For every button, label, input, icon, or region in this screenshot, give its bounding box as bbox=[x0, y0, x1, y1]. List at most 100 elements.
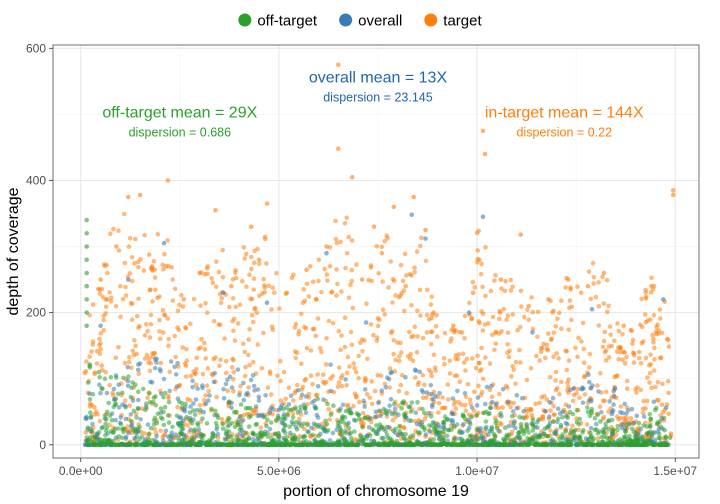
data-point-off-target bbox=[664, 442, 669, 448]
data-point-overall bbox=[638, 426, 643, 432]
data-point-target bbox=[283, 396, 289, 402]
data-point-target bbox=[338, 347, 343, 353]
data-point-off-target bbox=[532, 442, 538, 448]
data-point-off-target bbox=[463, 416, 468, 422]
data-point-off-target bbox=[384, 424, 390, 430]
data-point-target bbox=[129, 365, 134, 371]
data-point-target bbox=[660, 409, 666, 415]
data-point-off-target bbox=[324, 421, 330, 427]
data-point-off-target bbox=[538, 442, 543, 448]
data-point-overall bbox=[412, 367, 418, 373]
data-point-target bbox=[543, 355, 548, 361]
data-point-off-target bbox=[315, 396, 321, 402]
data-point-target bbox=[524, 377, 530, 383]
data-point-overall bbox=[173, 432, 178, 438]
data-point-off-target bbox=[577, 416, 583, 422]
data-point-target bbox=[505, 330, 511, 336]
data-point-overall bbox=[619, 425, 625, 431]
data-point-target bbox=[553, 378, 558, 383]
data-point-off-target bbox=[629, 426, 635, 432]
data-point-target bbox=[603, 358, 609, 363]
panel-border bbox=[52, 44, 700, 459]
data-point-off-target bbox=[606, 418, 612, 424]
data-point-off-target bbox=[577, 434, 583, 439]
data-point-target bbox=[539, 394, 544, 400]
data-point-target bbox=[582, 392, 588, 397]
data-point-target bbox=[378, 373, 384, 378]
data-point-target bbox=[129, 254, 135, 260]
data-point-target bbox=[216, 269, 222, 275]
data-point-target bbox=[393, 357, 398, 363]
data-point-target bbox=[183, 374, 189, 379]
data-point-target bbox=[587, 365, 592, 370]
data-point-target bbox=[473, 365, 479, 371]
data-point-off-target bbox=[302, 433, 308, 439]
data-point-target bbox=[313, 333, 319, 339]
data-point-off-target bbox=[255, 435, 261, 441]
data-point-target bbox=[555, 316, 560, 322]
data-point-target bbox=[374, 338, 380, 344]
data-point-target bbox=[492, 347, 497, 353]
data-point-off-target bbox=[150, 437, 155, 443]
data-point-target bbox=[606, 409, 611, 415]
data-point-target bbox=[152, 426, 158, 432]
data-point-target bbox=[214, 259, 219, 264]
data-point-target bbox=[183, 325, 188, 330]
data-point-target bbox=[165, 316, 171, 321]
data-point-off-target bbox=[575, 442, 581, 448]
data-point-target bbox=[217, 322, 223, 328]
data-point-off-target bbox=[468, 421, 473, 427]
data-point-off-target bbox=[318, 442, 324, 448]
data-point-off-target bbox=[445, 417, 450, 422]
data-point-off-target bbox=[657, 435, 663, 441]
data-point-off-target bbox=[198, 407, 203, 413]
data-point-overall bbox=[221, 396, 227, 401]
data-point-off-target bbox=[226, 399, 232, 404]
data-point-off-target bbox=[479, 433, 485, 439]
data-point-off-target bbox=[387, 409, 392, 414]
data-point-target bbox=[413, 375, 418, 380]
data-point-off-target bbox=[165, 413, 171, 418]
data-point-off-target bbox=[274, 442, 279, 448]
data-point-target bbox=[658, 316, 663, 321]
data-point-target bbox=[502, 288, 508, 294]
data-point-overall bbox=[641, 414, 647, 419]
data-point-target bbox=[131, 352, 137, 358]
data-point-overall bbox=[123, 416, 129, 422]
data-point-target bbox=[157, 329, 162, 334]
data-point-target bbox=[591, 281, 596, 286]
data-point-target bbox=[87, 354, 92, 359]
data-point-overall bbox=[145, 422, 151, 427]
data-point-off-target bbox=[565, 415, 570, 421]
data-point-off-target bbox=[552, 431, 558, 437]
data-point-target bbox=[259, 365, 265, 371]
data-point-target bbox=[133, 236, 138, 242]
data-point-target bbox=[498, 277, 504, 282]
data-point-target bbox=[636, 355, 642, 361]
data-point-target bbox=[310, 279, 316, 285]
data-point-overall bbox=[366, 425, 372, 430]
data-point-off-target bbox=[161, 409, 166, 415]
data-point-off-target bbox=[302, 406, 308, 411]
data-point-target bbox=[237, 302, 243, 308]
data-point-target bbox=[579, 290, 584, 296]
data-point-overall bbox=[188, 404, 193, 409]
data-point-off-target bbox=[428, 414, 434, 419]
data-point-target bbox=[483, 293, 488, 299]
data-point-off-target bbox=[97, 374, 102, 380]
data-point-target bbox=[203, 301, 208, 306]
data-point-off-target bbox=[489, 424, 495, 430]
data-point-overall bbox=[618, 410, 623, 415]
data-point-target bbox=[422, 382, 427, 388]
data-point-target bbox=[339, 383, 345, 389]
data-point-target bbox=[316, 257, 322, 263]
data-point-overall bbox=[288, 393, 294, 399]
data-point-target bbox=[581, 346, 587, 352]
data-point-off-target bbox=[635, 437, 641, 443]
data-point-target bbox=[126, 244, 132, 249]
data-point-off-target bbox=[289, 438, 295, 443]
data-point-off-target bbox=[313, 442, 319, 448]
data-point-off-target bbox=[287, 442, 293, 448]
data-point-target bbox=[415, 308, 420, 314]
data-point-target bbox=[89, 349, 94, 354]
